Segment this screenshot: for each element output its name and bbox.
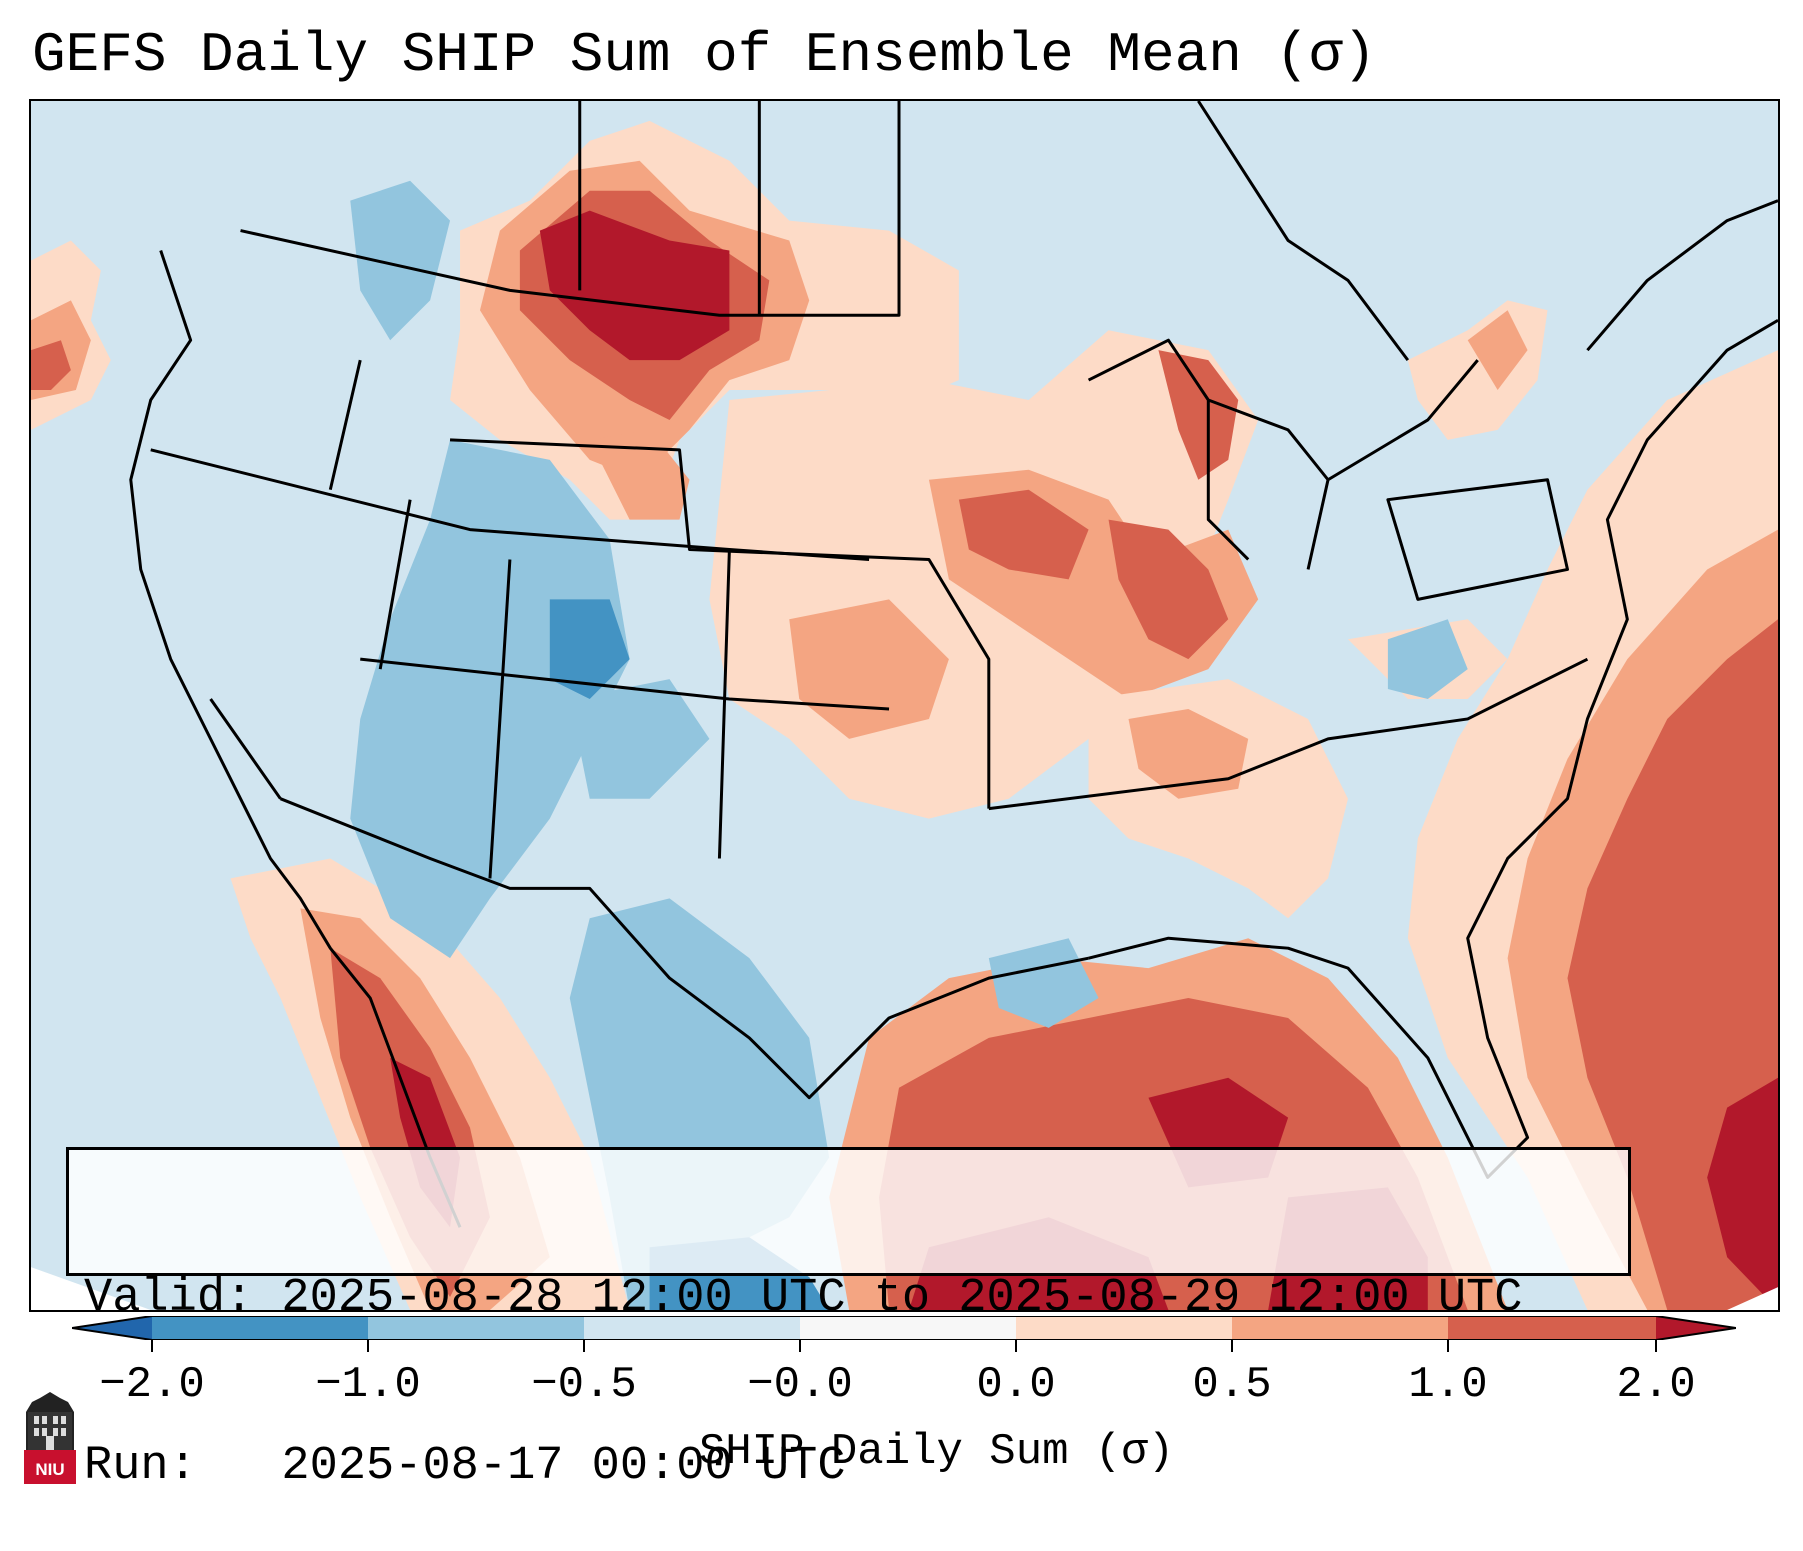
boundary-lines <box>129 101 1778 1228</box>
tick-label-7: 1.0 <box>1408 1360 1488 1410</box>
tick-mark-6 <box>1231 1340 1233 1352</box>
niu-logo-icon <box>24 1392 76 1484</box>
tick-mark-8 <box>1655 1340 1657 1352</box>
projection-edge-left <box>31 1267 151 1310</box>
canada-province-lines <box>578 101 761 316</box>
colorbar <box>72 1316 1736 1340</box>
tick-label-8: 2.0 <box>1616 1360 1696 1410</box>
canada-east-lines <box>1197 101 1778 362</box>
plains-state-lines <box>449 438 991 809</box>
colorbar-segment-4 <box>800 1316 1016 1340</box>
southeast-state-lines <box>988 657 1589 811</box>
colorbar-segment-6 <box>1232 1316 1448 1340</box>
pacific-nw-anomaly <box>31 240 111 430</box>
mexico-border-and-gulf-coast <box>279 797 1089 1100</box>
colorbar-graphic <box>72 1316 1736 1340</box>
tick-mark-5 <box>1015 1340 1017 1352</box>
colorbar-ticks: −2.0 −1.0 −0.5 −0.0 0.0 0.5 1.0 2.0 <box>0 1340 1803 1410</box>
run-time-text: Run: 2025-08-17 00:00 UTC <box>84 1440 846 1493</box>
western-state-lines <box>150 359 870 800</box>
niu-logo-text: NIU <box>35 1460 65 1479</box>
tick-label-1: −2.0 <box>99 1360 205 1410</box>
tick-label-2: −1.0 <box>315 1360 421 1410</box>
colorbar-extend-high <box>1656 1316 1736 1340</box>
tick-mark-1 <box>151 1340 153 1352</box>
tick-label-5: 0.0 <box>976 1360 1056 1410</box>
colorbar-segment-2 <box>368 1316 584 1340</box>
tick-mark-3 <box>583 1340 585 1352</box>
colorbar-segment-5 <box>1016 1316 1232 1340</box>
niu-logo: NIU <box>22 1390 78 1486</box>
four-corners-lines <box>360 549 890 879</box>
tick-label-3: −0.5 <box>531 1360 637 1410</box>
colorbar-segment-3 <box>584 1316 800 1340</box>
great-lakes-outline <box>1087 338 1479 570</box>
colorbar-segment-1 <box>152 1316 368 1340</box>
east-coastline <box>1088 318 1778 1179</box>
colorbar-extend-low <box>72 1316 152 1340</box>
canada-border <box>240 101 901 317</box>
tick-mark-2 <box>367 1340 369 1352</box>
map-panel <box>29 99 1780 1312</box>
colorbar-label: SHIP Daily Sum (σ) <box>698 1427 1175 1477</box>
pennsylvania-outline <box>1386 478 1569 601</box>
tick-label-4: −0.0 <box>747 1360 853 1410</box>
valid-run-info-box: Valid: 2025-08-28 12:00 UTC to 2025-08-2… <box>66 1147 1631 1493</box>
west-coastline <box>129 250 462 1228</box>
tick-mark-4 <box>799 1340 801 1352</box>
colorbar-segment-7 <box>1448 1316 1656 1340</box>
tick-label-6: 0.5 <box>1192 1360 1272 1410</box>
ship-anomaly-map <box>31 101 1778 1310</box>
northern-plains-anomaly <box>450 120 959 520</box>
page-title: GEFS Daily SHIP Sum of Ensemble Mean (σ) <box>32 23 1377 87</box>
tick-mark-7 <box>1447 1340 1449 1352</box>
